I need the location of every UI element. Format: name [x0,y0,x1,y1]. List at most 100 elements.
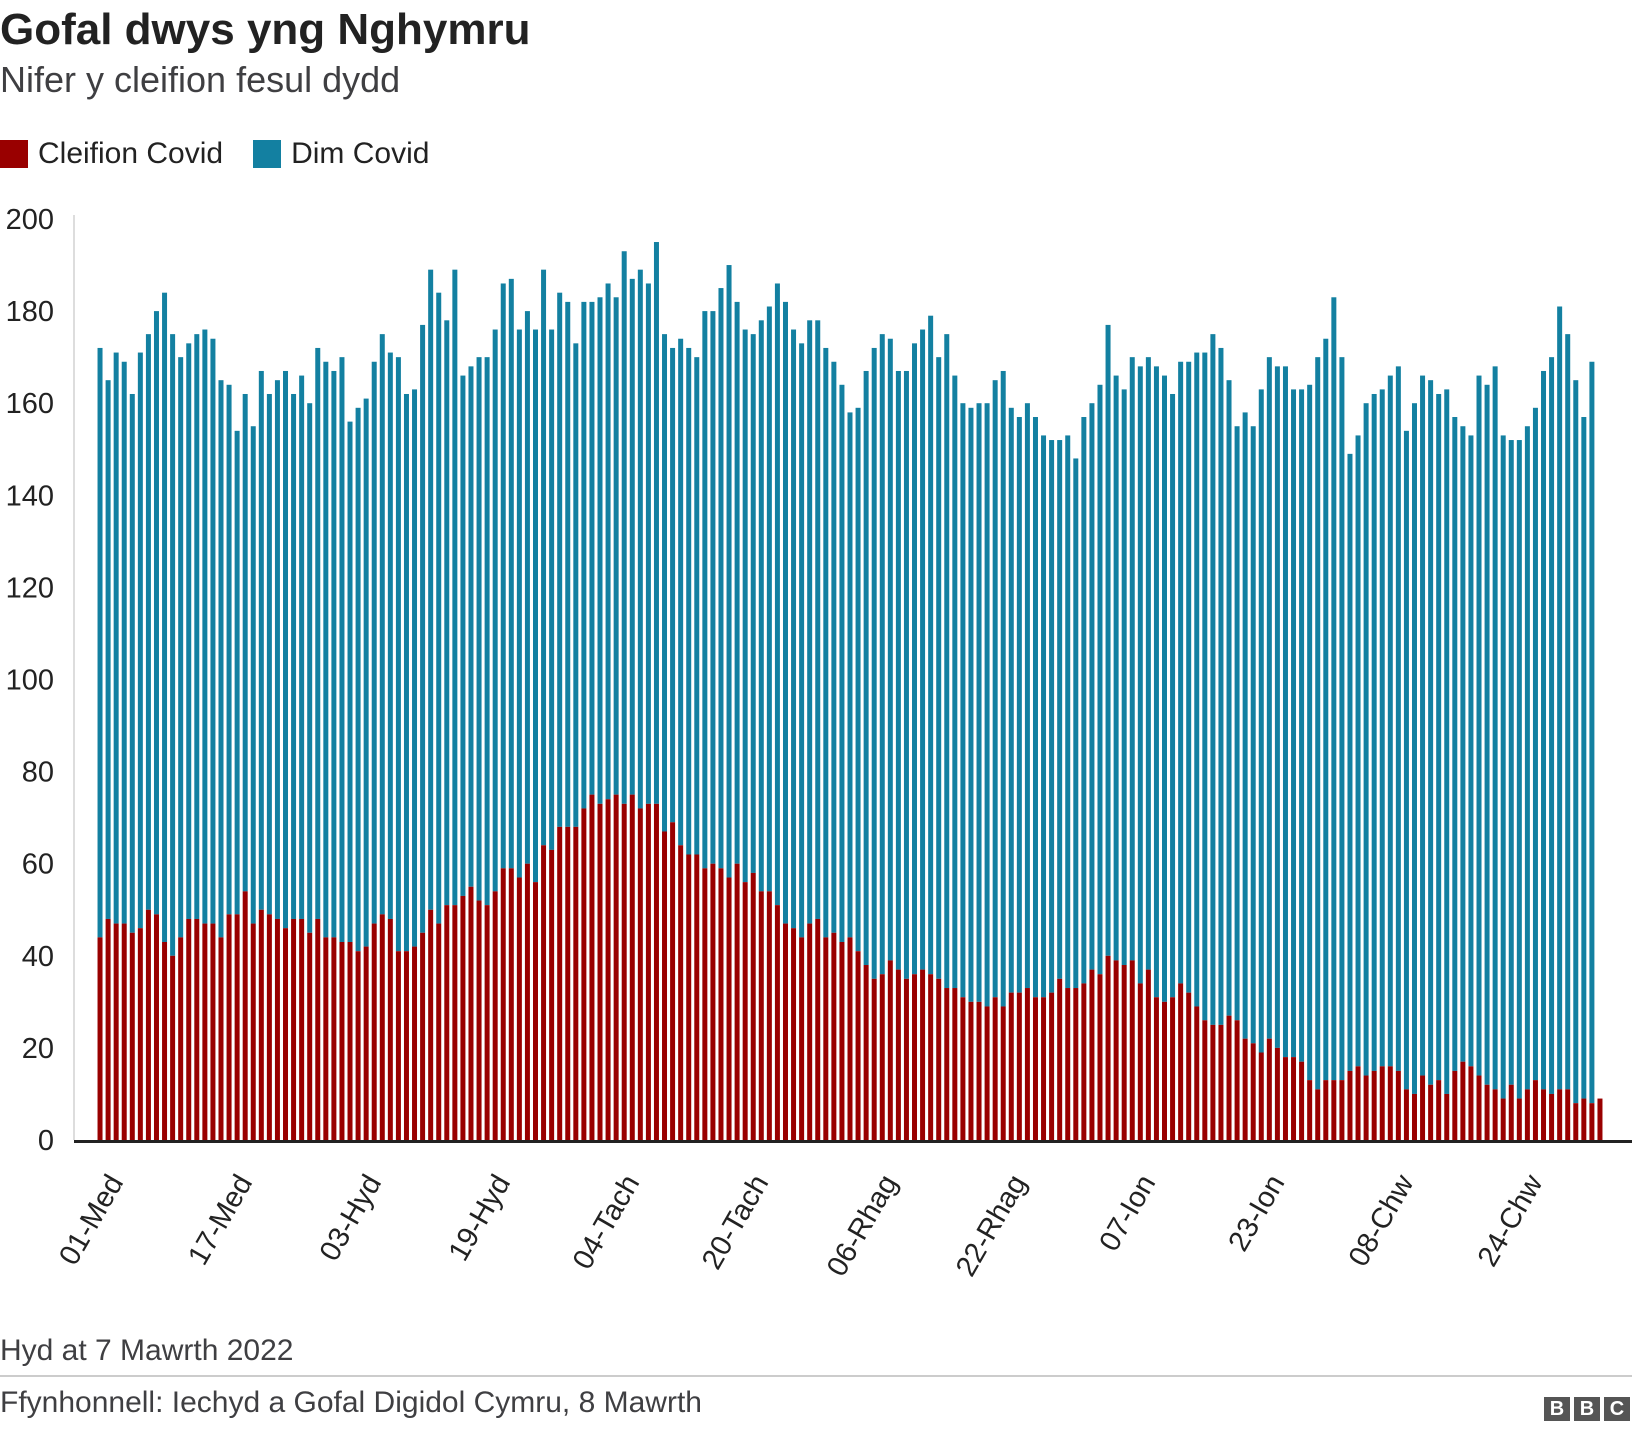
y-tick-label: 20 [22,1033,54,1065]
x-tick-label: 01-Med [53,1170,130,1271]
bar-cleifion-covid [1137,983,1143,1140]
legend-swatch-non-covid [253,140,282,168]
bar-dim-covid [621,251,627,804]
bar-cleifion-covid [605,799,611,1140]
bar-dim-covid [1452,417,1458,1071]
bar-cleifion-covid [831,932,837,1140]
bar-cleifion-covid [331,937,337,1140]
bar-cleifion-covid [670,822,676,1140]
bar-cleifion-covid [516,877,522,1140]
y-tick-label: 40 [22,941,54,973]
bar-cleifion-covid [774,905,780,1140]
bar-dim-covid [1081,417,1087,984]
bar-cleifion-covid [710,863,716,1140]
bar-dim-covid [1291,389,1297,1058]
bar-cleifion-covid [1468,1066,1474,1140]
bar-dim-covid [1484,384,1490,1085]
bar-cleifion-covid [1250,1043,1256,1140]
bar-dim-covid [1274,366,1280,1048]
bar-dim-covid [662,334,668,832]
bar-cleifion-covid [1234,1020,1240,1140]
bar-dim-covid [1234,426,1240,1021]
bar-cleifion-covid [1170,997,1176,1140]
bar-cleifion-covid [1000,1006,1006,1140]
bar-dim-covid [178,357,184,938]
bar-dim-covid [1403,430,1409,1090]
bar-cleifion-covid [1436,1080,1442,1140]
bar-dim-covid [1411,403,1417,1094]
bar-dim-covid [1395,366,1401,1071]
bar-cleifion-covid [460,895,466,1140]
bar-cleifion-covid [903,978,909,1140]
bar-cleifion-covid [145,909,151,1140]
x-axis-ticks: 01-Med 17-Med 03-Hyd 19-Hyd 04-Tach 20-Tach 06… [53,1169,1550,1282]
bar-dim-covid [1468,435,1474,1067]
bar-dim-covid [516,329,522,878]
bar-cleifion-covid [565,826,571,1140]
bar-cleifion-covid [452,905,458,1140]
bar-dim-covid [153,311,159,915]
bar-dim-covid [573,343,579,827]
bar-dim-covid [960,403,966,998]
bar-dim-covid [831,361,837,933]
bar-dim-covid [379,334,385,915]
bar-cleifion-covid [291,918,297,1140]
bar-dim-covid [1444,389,1450,1094]
bar-cleifion-covid [307,932,313,1140]
bar-cleifion-covid [1524,1089,1530,1140]
bar-cleifion-covid [952,988,958,1140]
bar-cleifion-covid [250,923,256,1140]
bar-dim-covid [468,366,474,887]
bar-dim-covid [129,393,135,933]
bar-cleifion-covid [678,845,684,1140]
bar-cleifion-covid [1597,1098,1603,1140]
bar-dim-covid [476,357,482,901]
bar-cleifion-covid [920,969,926,1140]
bar-dim-covid [541,269,547,846]
bar-cleifion-covid [557,826,563,1140]
x-tick-label: 04-Tach [567,1170,646,1275]
bar-cleifion-covid [847,937,853,1140]
bar-cleifion-covid [1460,1061,1466,1140]
bar-dim-covid [395,357,401,952]
bar-dim-covid [323,361,329,938]
x-tick-label: 22-Rhag [950,1170,1033,1282]
bar-cleifion-covid [1395,1070,1401,1140]
bar-cleifion-covid [1371,1070,1377,1140]
bar-cleifion-covid [170,955,176,1140]
chart-title: Gofal dwys yng Nghymru [0,5,531,54]
bar-dim-covid [984,403,990,1007]
bar-cleifion-covid [1363,1075,1369,1140]
bar-cleifion-covid [113,923,119,1140]
bar-cleifion-covid [1121,965,1127,1140]
bar-cleifion-covid [1516,1098,1522,1140]
bar-cleifion-covid [1113,960,1119,1140]
x-tick-label: 19-Hyd [443,1170,517,1267]
bar-dim-covid [855,407,861,952]
bar-dim-covid [895,370,901,970]
bar-cleifion-covid [444,905,450,1140]
bar-cleifion-covid [1339,1080,1345,1140]
y-tick-label: 140 [6,480,54,512]
bar-dim-covid [492,329,498,892]
bar-dim-covid [1145,357,1151,970]
x-tick-label: 08-Chw [1343,1169,1421,1272]
bar-cleifion-covid [1573,1103,1579,1140]
bar-dim-covid [1049,440,1055,993]
bar-dim-covid [436,292,442,924]
bar-dim-covid [170,334,176,956]
bar-dim-covid [97,347,103,938]
bar-cleifion-covid [1073,988,1079,1140]
bar-cleifion-covid [299,918,305,1140]
bar-dim-covid [1524,426,1530,1090]
bar-dim-covid [1097,384,1103,975]
bar-dim-covid [766,306,772,892]
bar-dim-covid [162,292,168,942]
bar-cleifion-covid [508,868,514,1140]
bar-cleifion-covid [1444,1093,1450,1140]
bar-dim-covid [403,393,409,952]
bar-cleifion-covid [766,891,772,1140]
bar-cleifion-covid [355,951,361,1140]
bar-dim-covid [1331,297,1337,1081]
bar-cleifion-covid [97,937,103,1140]
